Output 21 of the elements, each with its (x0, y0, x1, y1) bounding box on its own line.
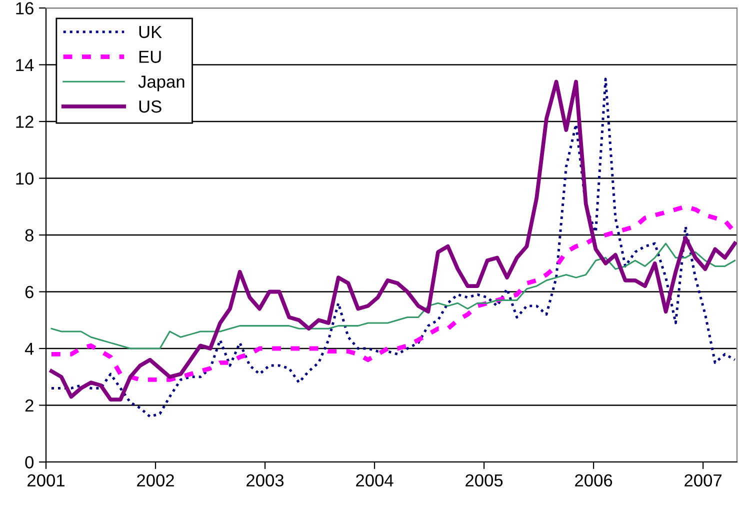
x-tick-label: 2002 (137, 474, 174, 487)
y-tick-label: 4 (24, 342, 34, 355)
y-tick-label: 6 (25, 286, 34, 298)
x-tick-label: 2007 (684, 474, 722, 487)
y-tick-label: 14 (16, 59, 34, 72)
x-tick-label: 2003 (246, 474, 284, 487)
y-tick-label: 10 (16, 172, 34, 185)
y-tick-label: 8 (25, 229, 34, 242)
line-series (50, 242, 736, 350)
legend-label: UK (139, 26, 162, 38)
y-tick-label: 0 (25, 456, 34, 468)
y-tick-label: 16 (16, 2, 34, 14)
legend-label: US (139, 100, 162, 113)
x-tick-label: 2001 (28, 474, 64, 487)
y-tick-label: 12 (16, 116, 34, 128)
y-tick-label: 2 (25, 399, 34, 412)
x-tick-label: 2005 (466, 474, 503, 487)
legend-label: Japan (138, 76, 184, 92)
x-tick-label: 2004 (356, 474, 394, 487)
legend-label: EU (139, 50, 161, 63)
x-tick-label: 2006 (575, 474, 612, 487)
